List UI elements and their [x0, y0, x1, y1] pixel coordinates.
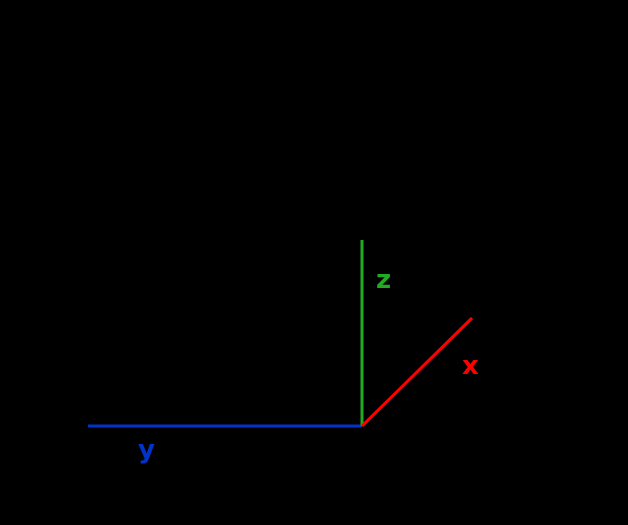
x-axis-label: x-coordinate: [462, 351, 628, 381]
z-axis-label: z-coordinate: [376, 265, 560, 295]
x-axis-line: [362, 318, 472, 426]
coordinate-axes-diagram: z-coordinate x-coordinate y-coordinate: [0, 0, 628, 525]
y-axis-label: y-coordinate: [138, 435, 323, 465]
